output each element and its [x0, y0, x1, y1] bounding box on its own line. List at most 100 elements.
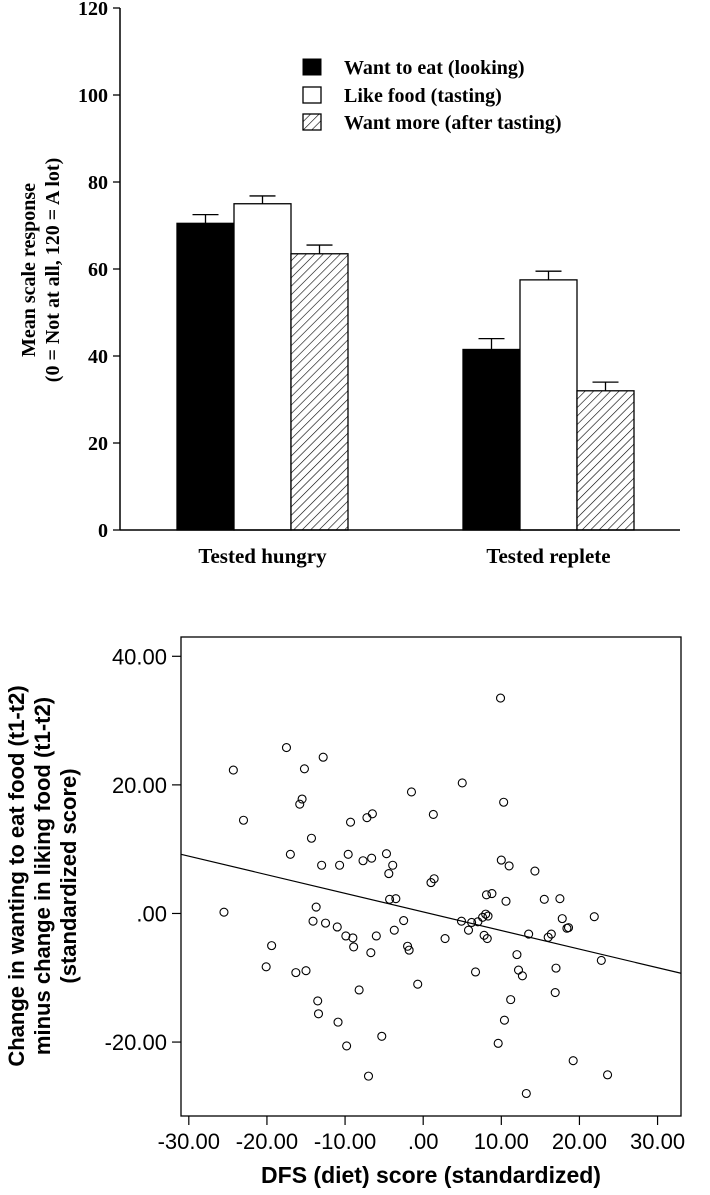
scatter-point [404, 945, 414, 955]
legend-swatch-want-to-eat [302, 58, 322, 76]
scatter-point [512, 950, 522, 960]
scatter-point [308, 916, 318, 926]
scatter-point [291, 968, 301, 978]
scatter-point [313, 1009, 324, 1019]
scatter-point [318, 752, 328, 762]
scatter-point [496, 855, 506, 865]
scatter-point [483, 911, 493, 921]
scatter-point [313, 996, 323, 1006]
scatter-point [335, 860, 345, 870]
scatter-point [371, 931, 381, 941]
scatter-point [470, 967, 481, 977]
scatter-point [403, 941, 413, 951]
bar-y-tick-label: 20 [88, 433, 108, 455]
scatter-point [481, 890, 492, 900]
scatter-point [389, 925, 399, 935]
scatter-point [589, 912, 599, 922]
scatter-point [219, 907, 229, 917]
scatter-point [467, 917, 477, 928]
bar-category-label: Tested replete [486, 544, 610, 568]
scatter-point [267, 941, 277, 951]
scatter-point [596, 955, 606, 965]
scatter-point [499, 1015, 509, 1025]
scatter-y-axis-label-line3: (standardized score) [56, 768, 81, 983]
scatter-y-axis-label-line2: minus change in liking food (t1-t2) [30, 697, 55, 1055]
bar-0-1 [233, 203, 292, 531]
scatter-point [381, 849, 392, 859]
legend-swatch-like-food [302, 86, 322, 104]
scatter-point [521, 1088, 531, 1099]
scatter-point [473, 917, 483, 927]
scatter-point [563, 923, 574, 933]
scatter-point [317, 860, 327, 870]
scatter-point [495, 693, 506, 703]
scatter-point [463, 925, 474, 935]
scatter-point [388, 860, 398, 870]
scatter-point [517, 971, 527, 981]
scatter-point [238, 815, 249, 825]
scatter-point [457, 778, 467, 788]
scatter-point [513, 965, 524, 975]
scatter-x-axis-label: DFS (diet) score (standardized) [261, 1162, 601, 1188]
scatter-point [228, 765, 238, 775]
scatter-x-tick-label: 20.00 [552, 1129, 607, 1154]
bar-y-tick-label: 120 [78, 0, 108, 20]
scatter-point [456, 916, 467, 926]
scatter-point [367, 853, 377, 863]
scatter-point [413, 979, 423, 989]
scatter-point [362, 813, 372, 823]
scatter-chart: -20.00 .00 20.00 40.00 -30.00 -20.00 -10.00 .0… [4, 636, 685, 1188]
scatter-point [311, 902, 321, 912]
scatter-point [501, 896, 511, 906]
scatter-y-tick-label: 20.00 [112, 773, 167, 798]
scatter-y-tick-label: 40.00 [112, 644, 167, 669]
regression-line [180, 853, 682, 974]
scatter-point [385, 894, 395, 904]
scatter-point [354, 985, 364, 995]
scatter-point [482, 933, 492, 944]
scatter-x-tick-label: -20.00 [236, 1129, 298, 1154]
scatter-point [342, 1041, 352, 1051]
scatter-point [332, 922, 342, 932]
bar-legend: Want to eat (looking) Like food (tasting… [302, 57, 562, 134]
bar-1-0 [462, 348, 521, 531]
scatter-point [345, 817, 356, 827]
scatter-point [493, 1038, 503, 1048]
scatter-point [261, 962, 271, 972]
scatter-point [341, 931, 351, 941]
bar-0-2 [290, 253, 349, 531]
scatter-point [551, 963, 561, 973]
scatter-point [539, 894, 549, 904]
bar-y-axis-label-line2: (0 = Not at all, 120 = A lot) [42, 158, 64, 382]
scatter-point [377, 1031, 387, 1041]
scatter-point [320, 918, 331, 928]
scatter-point [406, 787, 417, 797]
scatter-point [504, 861, 514, 871]
scatter-point [550, 988, 560, 998]
scatter-x-tick-label: 10.00 [474, 1129, 529, 1154]
scatter-y-tick-label: .00 [136, 901, 167, 926]
scatter-point [479, 930, 489, 940]
scatter-point [440, 933, 450, 944]
scatter-point [343, 849, 353, 859]
scatter-x-tick-label: 30.00 [630, 1129, 685, 1154]
legend-swatch-want-more [302, 113, 322, 131]
scatter-point [487, 888, 497, 899]
scatter-point [557, 914, 567, 924]
scatter-point [299, 764, 309, 774]
scatter-point [399, 915, 409, 926]
scatter-point [391, 894, 401, 904]
bar-y-axis-label-line1: Mean scale response [18, 183, 40, 357]
scatter-point [546, 929, 556, 939]
scatter-point [478, 912, 488, 922]
bar-y-tick-label: 0 [98, 520, 108, 542]
scatter-x-tick-label: .00 [408, 1129, 439, 1154]
scatter-point [363, 1071, 374, 1081]
bar-y-tick-label: 60 [88, 259, 108, 281]
scatter-point [555, 894, 565, 904]
scatter-point [306, 833, 317, 843]
scatter-x-tick-label: -30.00 [158, 1129, 220, 1154]
scatter-point [384, 869, 394, 879]
bar-y-tick-label: 80 [88, 172, 108, 194]
bar-1-2 [576, 390, 635, 531]
